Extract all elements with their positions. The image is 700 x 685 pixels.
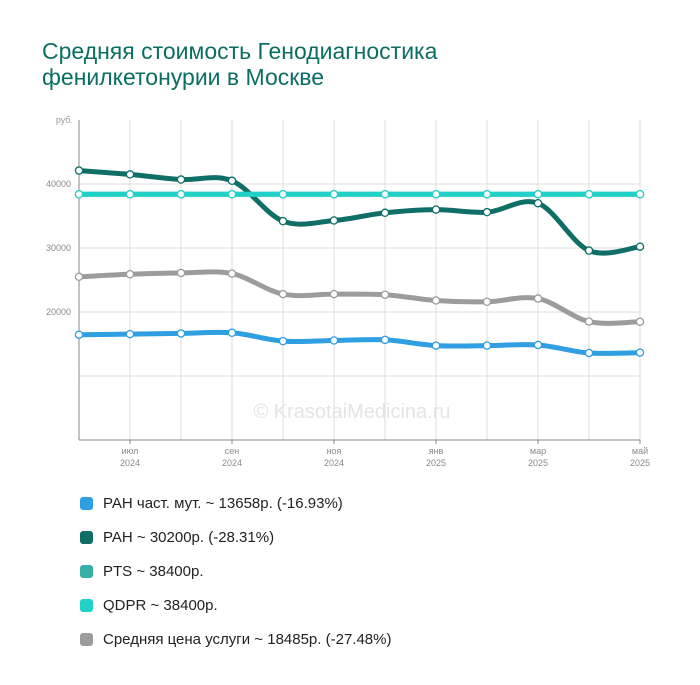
data-point: [380, 290, 390, 299]
x-tick-label-year: 2024: [222, 458, 242, 468]
data-point: [533, 189, 543, 199]
x-tick-label-month: сен: [225, 446, 240, 456]
legend-label: QDPR ~ 38400р.: [103, 596, 218, 614]
series-line: [76, 329, 643, 356]
data-point: [278, 336, 288, 346]
data-point: [176, 268, 186, 278]
series-average-price: [74, 268, 645, 326]
data-point: [584, 246, 594, 255]
legend-swatch: [80, 598, 93, 612]
data-point: [380, 335, 390, 345]
data-point: [482, 207, 492, 217]
x-tick-label-year: 2025: [630, 458, 650, 468]
data-point: [74, 272, 84, 282]
data-point: [533, 340, 543, 350]
data-point: [635, 317, 645, 326]
legend-swatch: [80, 632, 93, 646]
data-point: [74, 330, 84, 339]
legend-item-pah[interactable]: PAH ~ 30200р. (-28.31%): [80, 520, 391, 554]
legend-label: PAH ~ 30200р. (-28.31%): [103, 528, 275, 546]
x-tick-label-year: 2024: [324, 458, 344, 468]
data-point: [635, 189, 645, 199]
series-qdpr: [74, 189, 645, 199]
data-point: [584, 189, 594, 199]
x-tick-label-month: май: [632, 446, 648, 456]
data-point: [278, 289, 288, 299]
data-point: [74, 166, 84, 175]
x-tick-label-year: 2024: [120, 458, 140, 468]
data-point: [482, 341, 492, 350]
legend-swatch: [80, 530, 93, 544]
y-tick-label: 20000: [46, 307, 71, 317]
data-point: [533, 294, 543, 303]
watermark-text: © KrasotaiMedicina.ru: [253, 401, 450, 423]
data-point: [431, 189, 441, 199]
data-point: [533, 198, 543, 208]
data-point: [431, 296, 441, 305]
x-tick-label-month: ноя: [327, 446, 342, 456]
data-point: [227, 189, 237, 199]
data-point: [125, 269, 135, 279]
x-tick-label-month: июл: [122, 446, 139, 456]
chart-legend: PAH част. мут. ~ 13658р. (-16.93%) PAH ~…: [80, 486, 391, 656]
data-point: [227, 328, 237, 338]
data-point: [380, 189, 390, 199]
data-point: [125, 189, 135, 199]
legend-label: PAH част. мут. ~ 13658р. (-16.93%): [103, 494, 343, 512]
data-point: [431, 205, 441, 214]
data-point: [278, 216, 288, 226]
data-point: [278, 189, 288, 199]
legend-item-average-price[interactable]: Средняя цена услуги ~ 18485р. (-27.48%): [80, 622, 391, 656]
legend-label: PTS ~ 38400р.: [103, 562, 204, 580]
data-point: [329, 289, 339, 299]
data-point: [329, 336, 339, 345]
data-point: [482, 297, 492, 307]
series-line: [76, 269, 643, 326]
y-tick-label: 30000: [46, 243, 71, 253]
x-tick-label-year: 2025: [528, 458, 548, 468]
legend-item-qdpr[interactable]: QDPR ~ 38400р.: [80, 588, 391, 622]
series-line: [76, 168, 643, 256]
x-tick-label-month: мар: [530, 446, 546, 456]
legend-item-pah-partial[interactable]: PAH част. мут. ~ 13658р. (-16.93%): [80, 486, 391, 520]
data-point: [227, 269, 237, 278]
data-point: [227, 176, 237, 186]
series-pah: [74, 328, 645, 358]
y-tick-label: 40000: [46, 179, 71, 189]
data-point: [125, 329, 135, 339]
data-point: [635, 242, 645, 251]
data-point: [74, 189, 84, 199]
data-point: [125, 170, 135, 179]
legend-swatch: [80, 496, 93, 510]
chart-title-line-1: Средняя стоимость Генодиагностика: [42, 38, 438, 64]
chart-title-line-2: фенилкетонурии в Москве: [42, 64, 325, 90]
data-point: [329, 216, 339, 225]
y-axis-unit-label: руб.: [56, 115, 73, 125]
legend-label: Средняя цена услуги ~ 18485р. (-27.48%): [103, 630, 392, 648]
x-tick-label-year: 2025: [426, 458, 446, 468]
data-point: [380, 208, 390, 218]
data-point: [176, 189, 186, 199]
data-point: [584, 348, 594, 358]
series-pah: [74, 166, 645, 256]
data-point: [482, 189, 492, 199]
data-point: [176, 175, 186, 184]
legend-item-pts[interactable]: PTS ~ 38400р.: [80, 554, 391, 588]
data-point: [584, 317, 594, 326]
chart-title: Средняя стоимость Генодиагностика фенилк…: [42, 38, 662, 90]
legend-swatch: [80, 564, 93, 578]
data-point: [176, 329, 186, 338]
data-point: [329, 189, 339, 199]
x-tick-label-month: янв: [429, 446, 444, 456]
data-point: [431, 341, 441, 350]
data-point: [635, 348, 645, 357]
